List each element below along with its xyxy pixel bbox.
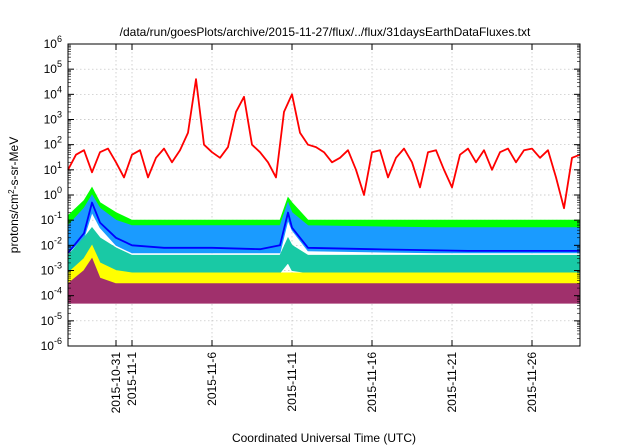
y-tick-base: 10 — [41, 213, 55, 227]
y-tick-base: 10 — [44, 113, 58, 127]
x-tick-label: 2015-11-26 — [525, 352, 539, 413]
y-axis-label-sup: 2 — [7, 189, 16, 194]
y-tick-base: 10 — [44, 163, 58, 177]
y-tick-label: 10-3 — [41, 261, 62, 278]
y-tick-exp: 6 — [57, 34, 62, 44]
y-tick-exp: 2 — [57, 135, 62, 145]
y-tick-label: 10-1 — [41, 210, 62, 227]
y-tick-exp: -4 — [54, 286, 62, 296]
y-tick-label: 10-4 — [41, 286, 62, 303]
y-tick-exp: 3 — [57, 110, 62, 120]
y-tick-label: 10-6 — [41, 336, 62, 353]
y-tick-exp: -1 — [54, 210, 62, 220]
x-axis-label: Coordinated Universal Time (UTC) — [232, 431, 416, 445]
y-tick-label: 100 — [44, 185, 62, 202]
y-tick-label: 103 — [44, 110, 62, 127]
series-3 — [67, 201, 580, 254]
y-axis-label-rest: -s-sr-MeV — [7, 137, 21, 190]
series-line — [67, 78, 581, 210]
y-tick-base: 10 — [44, 87, 58, 101]
y-tick-exp: -3 — [54, 261, 62, 271]
x-tick-label: 2015-11-1 — [125, 352, 139, 406]
y-tick-exp: -2 — [54, 235, 62, 245]
y-tick-label: 10-5 — [41, 311, 62, 328]
y-axis-ticks: 10-610-510-410-310-210-11001011021031041… — [41, 34, 580, 353]
y-tick-label: 104 — [44, 84, 62, 101]
series-line — [67, 201, 580, 254]
x-tick-label: 2015-11-11 — [285, 352, 299, 412]
y-tick-label: 106 — [44, 34, 62, 51]
plot-series — [67, 78, 581, 304]
y-tick-base: 10 — [41, 314, 55, 328]
y-tick-base: 10 — [41, 264, 55, 278]
y-tick-base: 10 — [41, 289, 55, 303]
y-tick-base: 10 — [44, 188, 58, 202]
y-tick-base: 10 — [44, 138, 58, 152]
y-tick-base: 10 — [41, 339, 55, 353]
y-tick-exp: 5 — [57, 59, 62, 69]
y-tick-label: 101 — [44, 160, 62, 177]
y-tick-label: 102 — [44, 135, 62, 152]
y-tick-label: 10-2 — [41, 235, 62, 252]
y-tick-base: 10 — [41, 238, 55, 252]
x-tick-label: 2015-10-31 — [109, 352, 123, 414]
y-tick-exp: 0 — [57, 185, 62, 195]
chart-title: /data/run/goesPlots/archive/2015-11-27/f… — [120, 25, 531, 39]
y-axis-label-base: protons/cm — [7, 194, 21, 253]
series-0 — [67, 78, 581, 210]
x-tick-label: 2015-11-21 — [445, 352, 459, 413]
y-tick-label: 105 — [44, 59, 62, 76]
y-axis-label: protons/cm2-s-sr-MeV — [7, 137, 22, 253]
y-tick-exp: 4 — [57, 84, 62, 94]
y-tick-base: 10 — [44, 62, 58, 76]
y-tick-base: 10 — [44, 37, 58, 51]
x-axis-ticks: 2015-10-31 2015-11-1 2015-11-6 2015-11-11 20… — [109, 44, 539, 413]
y-tick-exp: -6 — [54, 336, 62, 346]
x-tick-label: 2015-11-16 — [365, 352, 379, 413]
y-tick-exp: 1 — [57, 160, 62, 170]
x-tick-label: 2015-11-6 — [205, 352, 219, 406]
y-tick-exp: -5 — [54, 311, 62, 321]
